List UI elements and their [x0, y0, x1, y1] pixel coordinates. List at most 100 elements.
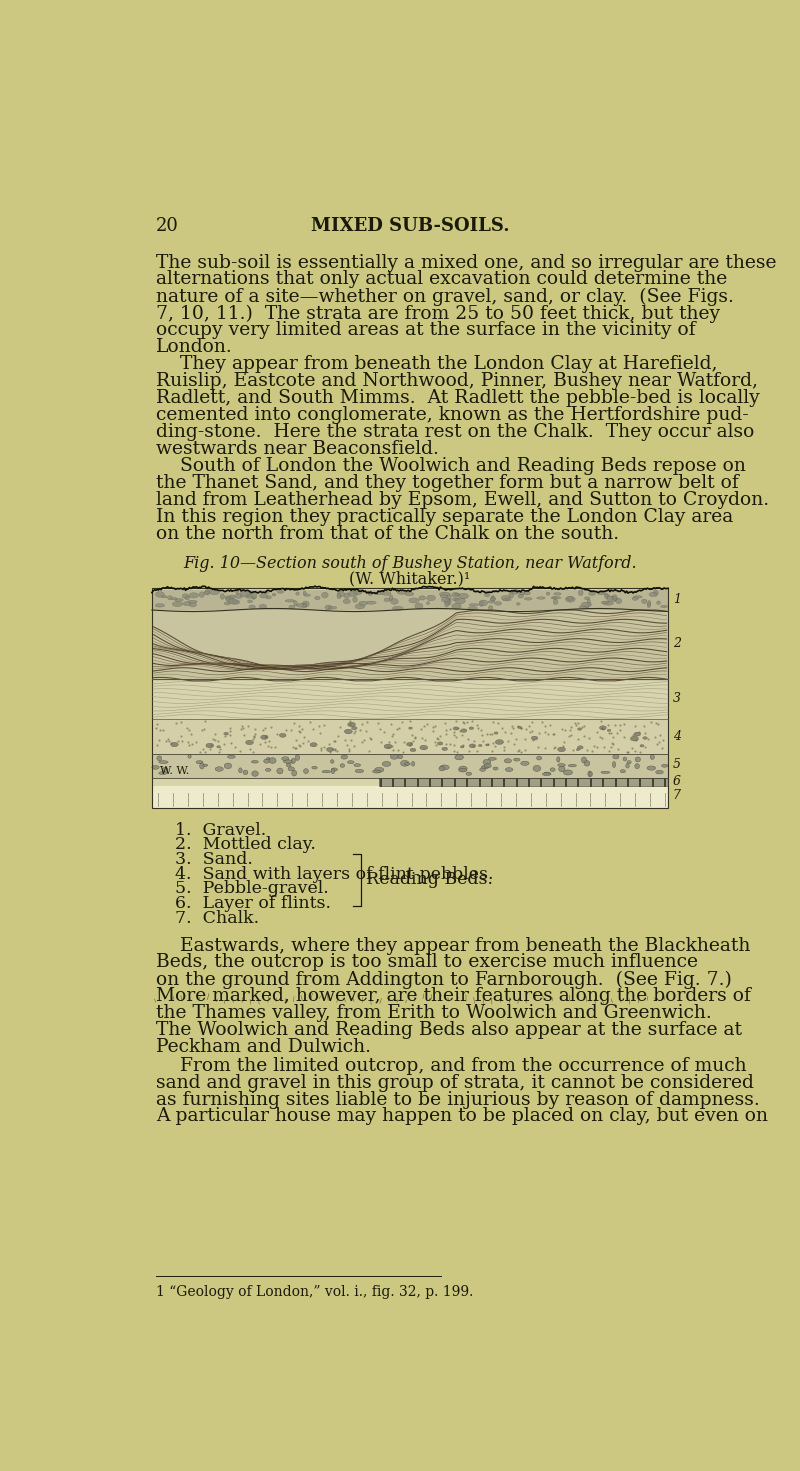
- Ellipse shape: [188, 755, 191, 758]
- Ellipse shape: [343, 599, 350, 603]
- Ellipse shape: [488, 758, 496, 761]
- Text: London.: London.: [156, 338, 233, 356]
- Ellipse shape: [509, 591, 514, 599]
- Ellipse shape: [175, 599, 183, 602]
- Ellipse shape: [453, 727, 458, 730]
- Ellipse shape: [613, 755, 619, 759]
- Ellipse shape: [344, 593, 350, 599]
- Ellipse shape: [634, 733, 641, 736]
- Ellipse shape: [411, 762, 414, 766]
- Ellipse shape: [566, 597, 574, 600]
- Ellipse shape: [189, 593, 198, 599]
- Ellipse shape: [384, 597, 390, 602]
- Text: More marked, however, are their features along the borders of: More marked, however, are their features…: [156, 987, 750, 1005]
- Ellipse shape: [259, 605, 266, 609]
- Text: 1.  Gravel.: 1. Gravel.: [175, 822, 266, 838]
- Ellipse shape: [445, 602, 449, 608]
- Ellipse shape: [405, 762, 410, 765]
- Bar: [152, 610, 668, 681]
- Ellipse shape: [452, 603, 462, 609]
- Ellipse shape: [582, 758, 586, 763]
- Ellipse shape: [368, 591, 373, 596]
- Ellipse shape: [582, 602, 591, 608]
- Ellipse shape: [282, 756, 289, 761]
- Ellipse shape: [620, 769, 626, 772]
- Ellipse shape: [483, 759, 491, 765]
- Bar: [152, 680, 668, 719]
- Ellipse shape: [410, 749, 416, 752]
- Ellipse shape: [558, 766, 565, 772]
- Ellipse shape: [294, 600, 298, 606]
- Ellipse shape: [354, 763, 361, 766]
- Ellipse shape: [366, 602, 376, 605]
- Ellipse shape: [204, 591, 210, 594]
- Ellipse shape: [161, 596, 167, 597]
- Ellipse shape: [200, 763, 204, 769]
- Ellipse shape: [415, 603, 423, 609]
- Text: Reading Beds.: Reading Beds.: [366, 871, 493, 888]
- Ellipse shape: [215, 766, 223, 771]
- Text: nature of a site—whether on gravel, sand, or clay.  (See Figs.: nature of a site—whether on gravel, sand…: [156, 287, 734, 306]
- Ellipse shape: [440, 594, 447, 597]
- Text: Peckham and Dulwich.: Peckham and Dulwich.: [156, 1039, 371, 1056]
- Ellipse shape: [190, 602, 197, 608]
- Ellipse shape: [478, 744, 482, 747]
- Ellipse shape: [657, 602, 661, 605]
- Ellipse shape: [642, 599, 647, 603]
- Text: 6.  Layer of flints.: 6. Layer of flints.: [175, 894, 331, 912]
- Ellipse shape: [455, 597, 466, 605]
- Ellipse shape: [448, 599, 451, 605]
- Ellipse shape: [246, 740, 254, 744]
- Ellipse shape: [210, 590, 219, 594]
- Ellipse shape: [440, 765, 449, 769]
- Ellipse shape: [451, 593, 459, 597]
- Ellipse shape: [224, 763, 232, 769]
- Ellipse shape: [611, 596, 614, 600]
- Ellipse shape: [442, 747, 447, 750]
- Ellipse shape: [542, 772, 551, 775]
- Ellipse shape: [182, 594, 188, 599]
- Ellipse shape: [553, 597, 557, 600]
- Ellipse shape: [406, 743, 413, 746]
- Ellipse shape: [390, 599, 398, 605]
- Text: on the north from that of the Chalk on the south.: on the north from that of the Chalk on t…: [156, 525, 619, 543]
- Text: the Thames valley, from Erith to Woolwich and Greenwich.: the Thames valley, from Erith to Woolwic…: [156, 1005, 711, 1022]
- Ellipse shape: [225, 596, 230, 599]
- Ellipse shape: [296, 591, 299, 596]
- Ellipse shape: [347, 761, 354, 763]
- Ellipse shape: [551, 596, 561, 599]
- Ellipse shape: [504, 759, 511, 763]
- Ellipse shape: [328, 606, 337, 609]
- Ellipse shape: [643, 737, 647, 740]
- Text: 20: 20: [156, 216, 178, 234]
- Ellipse shape: [491, 596, 494, 599]
- Ellipse shape: [291, 758, 295, 763]
- Ellipse shape: [312, 766, 318, 769]
- Ellipse shape: [521, 762, 529, 765]
- Ellipse shape: [468, 606, 478, 610]
- Ellipse shape: [185, 596, 190, 600]
- Ellipse shape: [292, 771, 297, 777]
- Ellipse shape: [495, 740, 503, 744]
- Ellipse shape: [490, 597, 495, 600]
- Text: westwards near Beaconsfield.: westwards near Beaconsfield.: [156, 440, 438, 457]
- Ellipse shape: [579, 606, 589, 608]
- Ellipse shape: [524, 597, 532, 600]
- Text: From the limited outcrop, and from the occurrence of much: From the limited outcrop, and from the o…: [156, 1056, 746, 1075]
- Ellipse shape: [558, 747, 566, 752]
- Ellipse shape: [601, 602, 609, 605]
- Ellipse shape: [554, 600, 558, 605]
- Ellipse shape: [355, 603, 365, 609]
- Text: cemented into conglomerate, known as the Hertfordshire pud-: cemented into conglomerate, known as the…: [156, 406, 749, 424]
- Text: 1 “Geology of London,” vol. i., fig. 32, p. 199.: 1 “Geology of London,” vol. i., fig. 32,…: [156, 1286, 473, 1299]
- Text: South of London the Woolwich and Reading Beds repose on: South of London the Woolwich and Reading…: [156, 457, 746, 475]
- Text: (W. Whitaker.)¹: (W. Whitaker.)¹: [350, 571, 470, 587]
- Ellipse shape: [588, 771, 591, 777]
- Ellipse shape: [243, 771, 248, 775]
- Ellipse shape: [634, 596, 642, 599]
- Text: Ruislip, Eastcote and Northwood, Pinner, Bushey near Watford,: Ruislip, Eastcote and Northwood, Pinner,…: [156, 372, 758, 390]
- Ellipse shape: [599, 725, 606, 730]
- Ellipse shape: [326, 747, 334, 752]
- Ellipse shape: [355, 769, 364, 772]
- Text: 2.  Mottled clay.: 2. Mottled clay.: [175, 837, 316, 853]
